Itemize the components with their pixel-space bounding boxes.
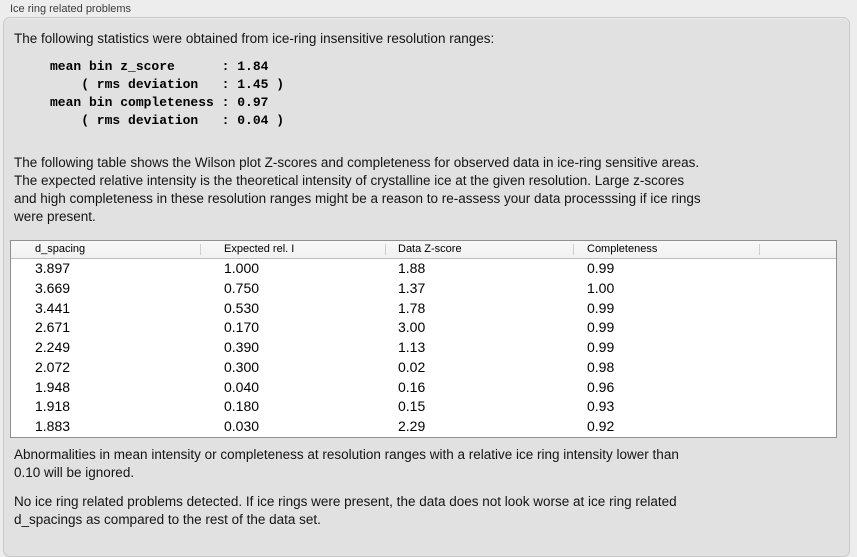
table-cell: 1.37 bbox=[398, 279, 426, 296]
column-header-expected-rel-i[interactable]: Expected rel. I bbox=[200, 241, 385, 258]
column-header-spacer bbox=[759, 241, 836, 258]
table-cell bbox=[759, 338, 836, 358]
table-cell: 1.78 bbox=[398, 299, 426, 316]
table-row[interactable]: 3.669 0.750 1.37 1.00 bbox=[11, 279, 836, 299]
table-cell: 1.948 bbox=[35, 378, 71, 395]
table-cell bbox=[759, 358, 836, 378]
column-header-d-spacing[interactable]: d_spacing bbox=[35, 243, 86, 255]
table-cell: 0.750 bbox=[224, 279, 260, 296]
table-cell: 0.93 bbox=[587, 398, 615, 415]
table-row[interactable]: 2.249 0.390 1.13 0.99 bbox=[11, 338, 836, 358]
table-cell: 0.170 bbox=[224, 319, 260, 336]
table-header-row: d_spacing Expected rel. I Data Z-score C… bbox=[11, 241, 836, 259]
table-cell: 0.530 bbox=[224, 299, 260, 316]
table-row[interactable]: 3.897 1.000 1.88 0.99 bbox=[11, 259, 836, 279]
conclusion-text: No ice ring related problems detected. I… bbox=[14, 494, 677, 527]
table-row[interactable]: 2.671 0.170 3.00 0.99 bbox=[11, 318, 836, 338]
ice-ring-groupbox: The following statistics were obtained f… bbox=[3, 17, 850, 557]
table-cell: 0.16 bbox=[398, 378, 426, 395]
table-row[interactable]: 1.883 0.030 2.29 0.92 bbox=[11, 417, 836, 437]
table-cell: 1.13 bbox=[398, 339, 426, 356]
table-cell: 3.441 bbox=[35, 299, 71, 316]
statistics-block: mean bin z_score : 1.84 ( rms deviation … bbox=[50, 59, 285, 128]
table-cell: 2.29 bbox=[398, 418, 426, 435]
table-cell: 2.072 bbox=[35, 358, 71, 375]
table-cell: 0.96 bbox=[587, 378, 615, 395]
column-header-completeness[interactable]: Completeness bbox=[573, 241, 759, 258]
table-cell: 3.669 bbox=[35, 279, 71, 296]
table-cell bbox=[759, 259, 836, 279]
table-cell bbox=[759, 397, 836, 417]
table-cell bbox=[759, 299, 836, 319]
table-cell: 2.249 bbox=[35, 339, 71, 356]
table-cell: 0.02 bbox=[398, 358, 426, 375]
table-cell: 1.88 bbox=[398, 260, 426, 276]
table-cell: 3.897 bbox=[35, 260, 71, 276]
table-cell: 3.00 bbox=[398, 319, 426, 336]
table-row[interactable]: 1.948 0.040 0.16 0.96 bbox=[11, 378, 836, 398]
table-body: 3.897 1.000 1.88 0.99 3.669 0.750 1.37 1.00 3.44… bbox=[11, 259, 836, 437]
table-cell: 2.671 bbox=[35, 319, 71, 336]
intro-text: The following statistics were obtained f… bbox=[14, 31, 495, 46]
table-cell: 1.00 bbox=[587, 279, 615, 296]
table-cell: 0.040 bbox=[224, 378, 260, 395]
table-cell: 0.030 bbox=[224, 418, 260, 435]
table-row[interactable]: 3.441 0.530 1.78 0.99 bbox=[11, 299, 836, 319]
table-cell: 0.99 bbox=[587, 260, 615, 276]
table-cell bbox=[759, 279, 836, 299]
table-cell: 0.390 bbox=[224, 339, 260, 356]
table-cell: 1.000 bbox=[224, 260, 260, 276]
table-cell: 1.883 bbox=[35, 418, 71, 435]
table-cell bbox=[759, 318, 836, 338]
table-cell: 0.99 bbox=[587, 299, 615, 316]
table-row[interactable]: 1.918 0.180 0.15 0.93 bbox=[11, 397, 836, 417]
table-cell bbox=[759, 378, 836, 398]
table-cell: 0.180 bbox=[224, 398, 260, 415]
groupbox-title: Ice ring related problems bbox=[10, 3, 132, 15]
table-cell: 0.99 bbox=[587, 339, 615, 356]
table-cell: 1.918 bbox=[35, 398, 71, 415]
table-cell: 0.15 bbox=[398, 398, 426, 415]
table-cell: 0.92 bbox=[587, 418, 615, 435]
ice-ring-table[interactable]: d_spacing Expected rel. I Data Z-score C… bbox=[10, 240, 837, 438]
table-cell: 0.300 bbox=[224, 358, 260, 375]
table-cell: 0.98 bbox=[587, 358, 615, 375]
ignore-note-text: Abnormalities in mean intensity or compl… bbox=[14, 447, 679, 480]
table-cell bbox=[759, 417, 836, 437]
table-row[interactable]: 2.072 0.300 0.02 0.98 bbox=[11, 358, 836, 378]
table-description: The following table shows the Wilson plo… bbox=[14, 155, 701, 224]
column-header-data-z-score[interactable]: Data Z-score bbox=[385, 241, 573, 258]
table-cell: 0.99 bbox=[587, 319, 615, 336]
